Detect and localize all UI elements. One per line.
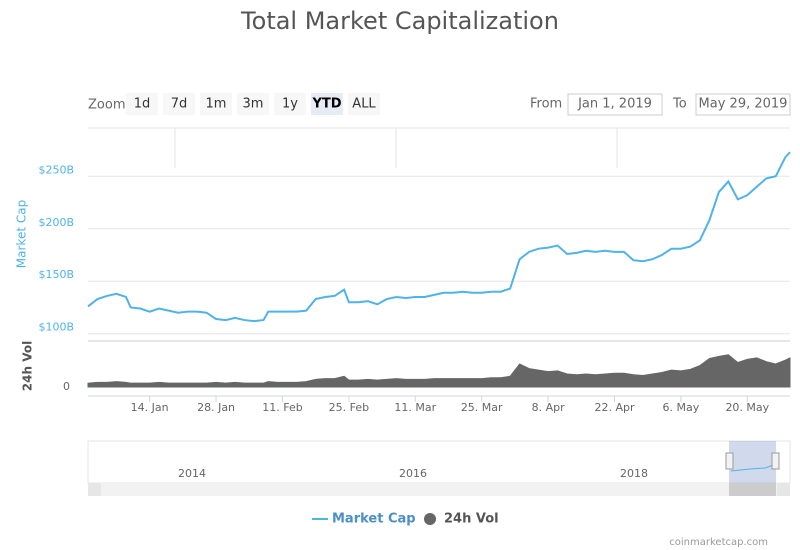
zoom-button[interactable] [348,93,380,115]
zoom-button-label: 1d [134,97,151,112]
zoom-button-label: 1y [282,97,298,112]
scroll-right[interactable] [777,483,790,496]
zoom-button[interactable] [163,93,195,115]
zoom-button[interactable] [126,93,158,115]
navigator-label: 2018 [620,467,648,480]
scrollbar[interactable] [88,483,790,496]
legend-label[interactable]: Market Cap [332,512,416,527]
from-label: From [530,97,562,112]
scrollbar-thumb[interactable] [729,483,776,496]
y2-tick-label: 0 [63,380,70,393]
x-tick-label: 11. Mar [394,401,436,414]
y2-axis-title: 24h Vol [21,341,35,391]
navigator-handle[interactable] [725,452,734,470]
y-axis-title: Market Cap [15,200,29,268]
navigator-mask[interactable] [729,441,776,483]
to-value: May 29, 2019 [699,97,788,112]
to-label: To [672,97,687,112]
chart-title: Total Market Capitalization [240,7,559,35]
y-tick-label: $150B [38,268,74,281]
x-tick-label: 8. Apr [532,401,565,414]
y-tick-label: $100B [38,321,74,334]
navigator-handle[interactable] [771,452,780,470]
zoom-button[interactable] [237,93,269,115]
to-input[interactable] [695,93,791,116]
from-input[interactable] [567,93,663,116]
zoom-button-label: 3m [243,97,264,112]
scroll-left[interactable] [88,483,101,496]
x-tick-label: 28. Jan [197,401,235,414]
navigator-line [730,463,777,472]
zoom-label: Zoom [88,98,125,113]
x-tick-label: 25. Feb [329,401,369,414]
market-cap-line [87,151,791,323]
x-tick-label: 14. Jan [131,401,169,414]
zoom-button-label: 7d [171,97,188,112]
zoom-button-label: ALL [352,97,376,112]
x-tick-label: 6. May [663,401,700,414]
navigator-label: 2016 [399,467,427,480]
zoom-button-label: 1m [206,97,227,112]
x-tick-label: 11. Feb [262,401,302,414]
navigator-label: 2014 [178,467,206,480]
y-tick-label: $200B [38,216,74,229]
zoom-button[interactable] [274,93,306,115]
credit: coinmarketcap.com [669,537,768,548]
x-tick-label: 25. Mar [461,401,503,414]
legend-label[interactable]: 24h Vol [444,512,499,527]
y-tick-label: $250B [38,163,74,176]
x-tick-label: 20. May [725,401,769,414]
zoom-button-label: YTD [311,97,341,112]
x-tick-label: 22. Apr [594,401,634,414]
volume-area [87,354,791,388]
legend-symbol [424,513,436,525]
zoom-button[interactable] [311,93,343,115]
from-value: Jan 1, 2019 [577,97,652,112]
zoom-button[interactable] [200,93,232,115]
